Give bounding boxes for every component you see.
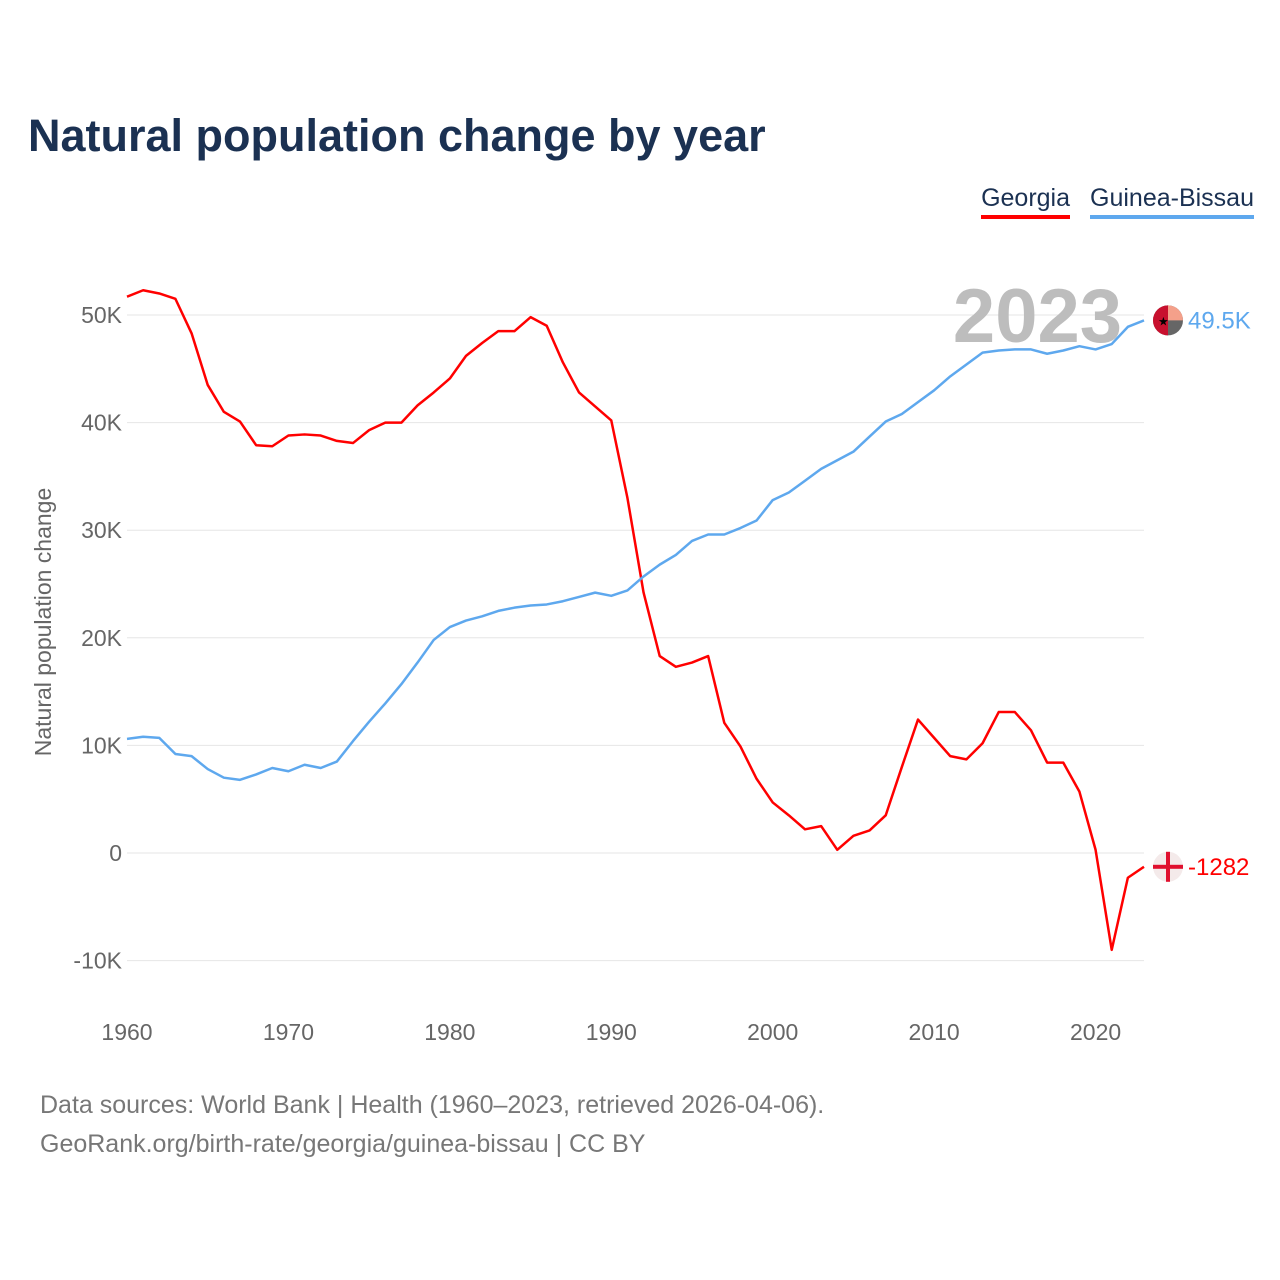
legend-item-guinea-bissau[interactable]: Guinea-Bissau: [1090, 184, 1254, 219]
flag-part: [1168, 305, 1183, 321]
source-link[interactable]: GeoRank.org/birth-rate/georgia/guinea-bi…: [40, 1130, 646, 1158]
x-tick-label: 2020: [1070, 1019, 1121, 1045]
flag-part: [1153, 305, 1168, 336]
series-line-georgia: [126, 289, 1145, 952]
page-title: Natural population change by year: [28, 110, 766, 161]
x-tick-label: 1980: [424, 1019, 475, 1045]
y-tick-label: -10K: [73, 948, 122, 974]
x-tick-label: 1960: [101, 1019, 152, 1045]
x-tick-label: 2000: [747, 1019, 798, 1045]
y-axis-label: Natural population change: [30, 488, 56, 757]
end-label-guinea-bissau: 49.5K: [1188, 307, 1251, 334]
y-tick-label: 40K: [81, 410, 123, 436]
x-tick-label: 2010: [909, 1019, 960, 1045]
y-tick-label: 10K: [81, 732, 123, 758]
star-icon: ★: [1158, 314, 1169, 328]
legend-item-georgia[interactable]: Georgia: [981, 184, 1071, 219]
footer: Data sources: World Bank | Health (1960–…: [40, 1086, 824, 1164]
y-tick-label: 0: [109, 840, 122, 866]
end-label-georgia: -1282: [1188, 854, 1249, 881]
x-tick-label: 1970: [263, 1019, 314, 1045]
data-sources: Data sources: World Bank | Health (1960–…: [40, 1091, 825, 1119]
y-tick-label: 20K: [81, 625, 123, 651]
legend: Georgia Guinea-Bissau: [981, 184, 1254, 219]
flag-part: [1166, 851, 1170, 882]
y-tick-label: 30K: [81, 517, 123, 543]
series-line-guinea-bissau: [126, 319, 1145, 782]
y-tick-label: 50K: [81, 302, 123, 328]
year-label: 2023: [953, 274, 1122, 359]
x-tick-label: 1990: [586, 1019, 637, 1045]
